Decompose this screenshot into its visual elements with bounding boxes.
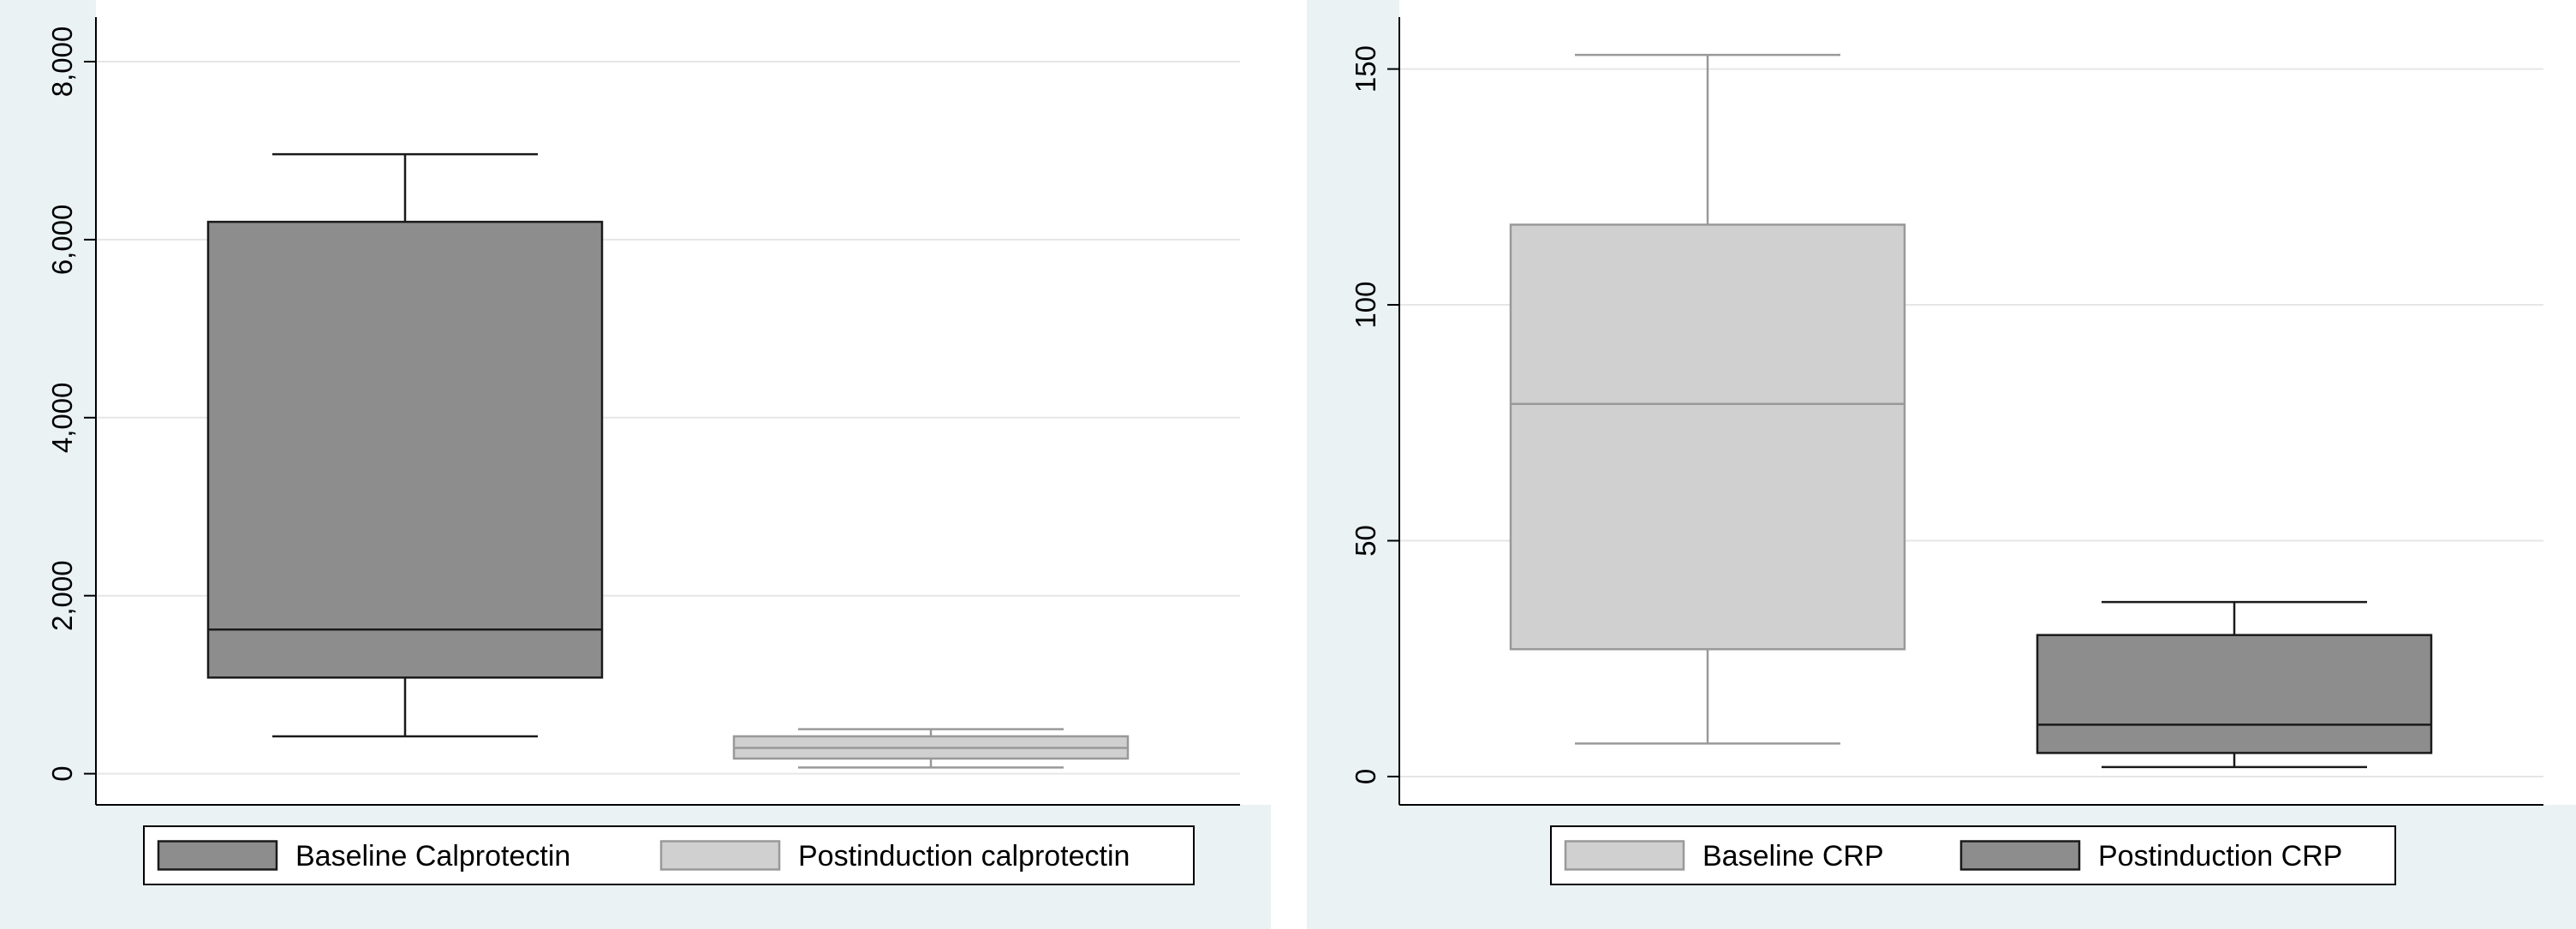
- y-tick-label: 0: [1350, 769, 1381, 784]
- legend: Baseline CRP Postinduction CRP: [1550, 825, 2396, 885]
- chart-panel-calprotectin: 0 2,000 4,000 6,000 8,000 Baseline Calprotect…: [0, 0, 1271, 929]
- legend-swatch: [157, 840, 278, 871]
- legend-label: Baseline CRP: [1702, 840, 1884, 872]
- legend-swatch: [1564, 840, 1685, 871]
- y-tick-label: 0: [46, 765, 78, 781]
- y-tick-label: 100: [1350, 282, 1381, 329]
- iqr-box: [2036, 634, 2433, 754]
- boxplot-calprotectin: 0 2,000 4,000 6,000 8,000 Baseline Calprotect…: [46, 0, 1271, 885]
- y-tick-label: 8,000: [46, 27, 78, 98]
- legend-swatch: [1959, 840, 2081, 871]
- iqr-box: [206, 220, 604, 679]
- y-tick-label: 150: [1350, 45, 1381, 92]
- y-tick-label: 50: [1350, 525, 1381, 557]
- box-2: [2036, 600, 2433, 769]
- box-2: [732, 728, 1130, 769]
- legend-label: Postinduction CRP: [2098, 840, 2342, 872]
- iqr-box: [1509, 223, 1906, 651]
- box-1: [206, 152, 604, 738]
- legend-label: Postinduction calprotectin: [798, 840, 1130, 872]
- legend-swatch: [659, 840, 781, 871]
- legend-label: Baseline Calprotectin: [295, 840, 570, 872]
- chart-panel-crp: 0 50 100 150 Baseline CRP Postinduction CRP: [1307, 0, 2576, 929]
- legend: Baseline Calprotectin Postinduction calpr…: [143, 825, 1195, 885]
- y-tick-label: 4,000: [46, 382, 78, 453]
- y-tick-label: 6,000: [46, 205, 78, 276]
- box-1: [1509, 53, 1906, 745]
- boxplot-crp: 0 50 100 150 Baseline CRP Postinduction CRP: [1350, 0, 2576, 885]
- y-tick-label: 2,000: [46, 560, 78, 631]
